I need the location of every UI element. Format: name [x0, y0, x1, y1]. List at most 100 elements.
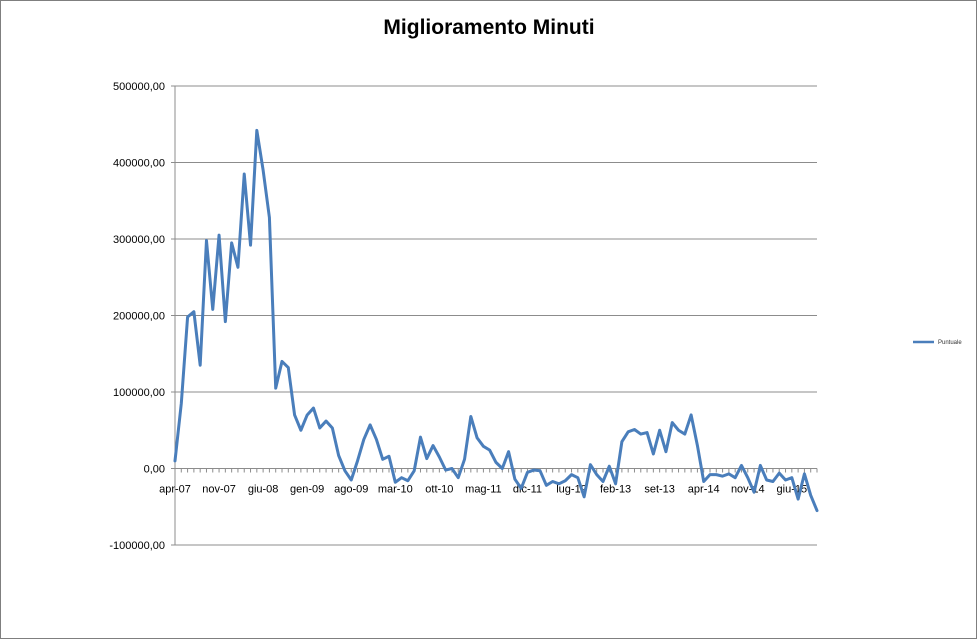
x-axis-ticks: apr-07 nov-07 giu-08 gen-09 ago-09 mar-10 ott-…	[159, 468, 818, 496]
data-point	[300, 429, 302, 431]
data-point	[180, 402, 182, 405]
data-point	[275, 387, 277, 389]
data-point	[319, 427, 321, 429]
data-point	[237, 266, 239, 268]
data-point	[696, 444, 699, 447]
data-point	[677, 429, 680, 431]
data-point	[400, 477, 403, 479]
data-point	[224, 321, 226, 323]
data-point	[791, 477, 793, 479]
data-point	[382, 458, 384, 460]
data-point	[363, 438, 365, 441]
data-point	[231, 242, 233, 244]
data-point	[640, 433, 642, 435]
data-point	[577, 477, 579, 479]
data-point	[589, 464, 592, 466]
data-point	[293, 414, 296, 416]
data-point	[728, 473, 730, 475]
data-point	[394, 481, 396, 483]
x-tick-label: feb-13	[600, 484, 631, 496]
data-point	[438, 456, 440, 458]
data-point	[413, 470, 415, 472]
x-tick-label: set-13	[644, 484, 675, 496]
data-point	[715, 474, 717, 476]
data-point	[325, 420, 327, 422]
data-point	[350, 479, 352, 481]
data-point	[312, 407, 315, 409]
data-point	[193, 311, 195, 313]
data-point	[470, 415, 472, 418]
y-tick-label: 100000,00	[113, 387, 165, 399]
data-point	[199, 364, 201, 366]
data-point	[432, 444, 434, 447]
data-point	[407, 480, 409, 482]
y-tick-label: 400000,00	[113, 158, 165, 170]
y-tick-label: 500000,00	[113, 81, 165, 93]
data-point	[344, 470, 346, 472]
data-point	[375, 438, 378, 441]
data-point	[810, 494, 812, 496]
data-point	[533, 469, 535, 471]
data-point	[476, 437, 478, 439]
data-point	[489, 449, 491, 451]
data-point	[281, 360, 283, 362]
data-point	[772, 480, 774, 483]
x-tick-label: nov-14	[731, 484, 765, 496]
series-group	[173, 128, 819, 513]
data-point	[205, 239, 208, 242]
data-point	[596, 474, 598, 476]
data-point	[614, 483, 617, 485]
x-tick-label: gen-09	[290, 484, 324, 496]
chart-title: Miglioramento Minuti	[383, 16, 594, 39]
data-point	[186, 316, 189, 318]
data-point	[463, 458, 466, 460]
y-tick-label: -100000,00	[109, 540, 165, 552]
data-point	[482, 445, 485, 447]
data-point	[306, 414, 308, 416]
data-point	[703, 480, 705, 483]
data-point	[766, 479, 768, 481]
data-point	[507, 451, 510, 453]
data-point	[262, 169, 264, 171]
data-point	[331, 427, 333, 429]
x-tick-label: ago-09	[334, 484, 368, 496]
data-point	[652, 453, 654, 455]
data-point	[659, 429, 661, 431]
y-axis-ticks: -100000,00 0,00 100000,00 200000,00 300000,0…	[109, 81, 175, 552]
data-point	[174, 460, 176, 462]
x-tick-label: mag-11	[465, 484, 501, 496]
data-point	[608, 465, 610, 467]
data-point	[564, 480, 566, 482]
data-point	[759, 464, 761, 467]
x-tick-label: apr-14	[688, 484, 720, 496]
data-point	[243, 173, 245, 175]
data-point	[665, 451, 667, 453]
data-point	[501, 467, 503, 470]
data-point	[583, 496, 585, 498]
data-point	[740, 464, 743, 467]
y-tick-label: 0,00	[144, 464, 165, 476]
series-line-puntuale	[173, 128, 819, 513]
y-tick-label: 200000,00	[113, 311, 165, 323]
data-point	[287, 366, 289, 369]
data-point	[212, 308, 214, 310]
x-tick-label: giu-08	[248, 484, 279, 496]
data-point	[495, 461, 497, 463]
data-point	[451, 467, 453, 470]
data-point	[784, 479, 787, 481]
data-point	[268, 216, 271, 219]
data-point	[621, 441, 623, 443]
data-point	[753, 491, 755, 493]
data-point	[526, 471, 529, 473]
data-point	[457, 477, 459, 479]
data-point	[709, 474, 711, 476]
data-point	[816, 509, 818, 512]
data-point	[539, 470, 541, 472]
data-point	[256, 129, 258, 131]
x-tick-label: nov-07	[202, 484, 236, 496]
data-point	[545, 484, 547, 486]
data-point	[721, 475, 724, 477]
data-point	[803, 473, 806, 475]
y-tick-label: 300000,00	[113, 234, 165, 246]
